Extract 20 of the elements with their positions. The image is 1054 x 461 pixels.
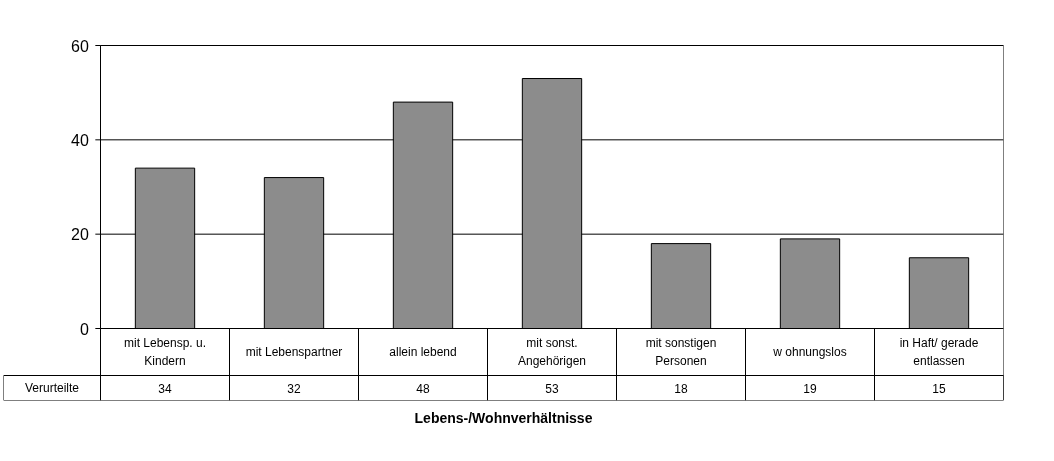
data-label: 19 <box>803 381 817 396</box>
x-tick-label: mit sonst. Angehörigen <box>517 336 587 368</box>
text: Verurteilte <box>24 381 80 395</box>
x-tick-label: in Haft/ gerade entlassen <box>899 336 979 368</box>
data-label: 15 <box>932 381 946 396</box>
x-tick-label: mit Lebenspartner <box>245 345 343 359</box>
y-tick-label: 40 <box>71 131 89 149</box>
y-tick-label: 60 <box>71 37 89 55</box>
data-label: 32 <box>287 381 301 396</box>
data-label: 18 <box>674 381 688 396</box>
data-label: 34 <box>158 381 172 396</box>
y-tick-label: 0 <box>79 320 89 338</box>
data-label: 53 <box>545 381 559 396</box>
x-tick-label: allein lebend <box>389 345 457 359</box>
x-tick-label: mit sonstigen Personen <box>645 336 717 368</box>
y-tick-label: 20 <box>71 226 89 244</box>
x-axis-title: Lebens-/Wohnverhältnisse <box>414 409 593 426</box>
data-label: 48 <box>416 381 430 396</box>
x-tick-label: w ohnungslos <box>772 345 847 359</box>
x-tick-label: mit Lebensp. u. Kindern <box>123 336 207 368</box>
